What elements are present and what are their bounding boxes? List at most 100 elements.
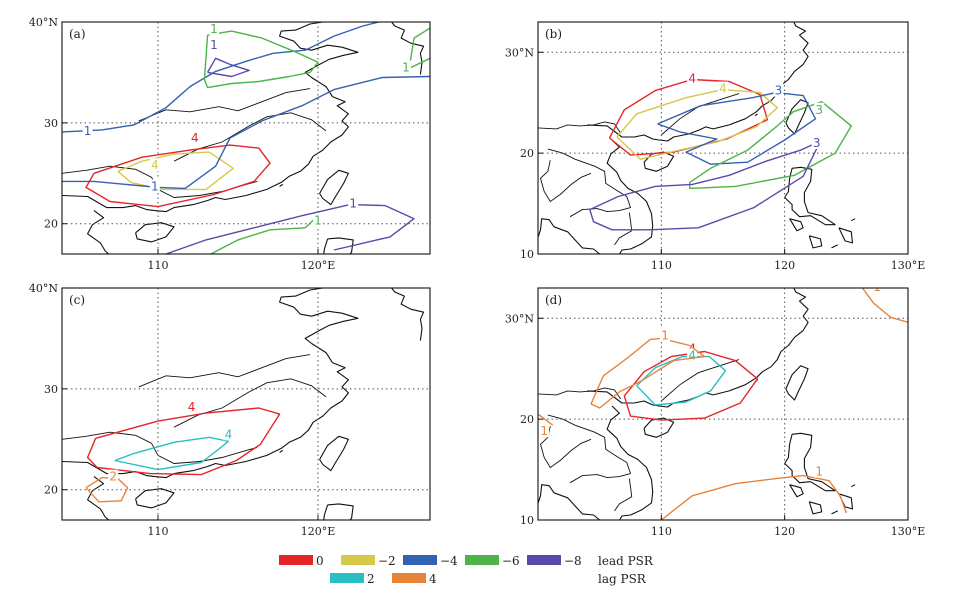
border-line <box>539 426 592 469</box>
contour-lead--8: 3 <box>589 136 822 231</box>
contour-label-bg <box>814 464 825 478</box>
border-line <box>538 387 621 400</box>
legend-item-label: −2 <box>378 554 396 568</box>
coastline <box>279 183 284 187</box>
contour-line <box>114 436 230 471</box>
contour-line <box>590 337 706 409</box>
panel-a: 4 4 1 1 1 1 1 1 1 110 120°E 20 30 40°N (a) <box>29 16 470 319</box>
contour-lag-4: 2 <box>85 469 129 503</box>
coastline <box>784 166 836 226</box>
coastline <box>62 22 359 213</box>
coastline <box>388 298 406 313</box>
panel-label-bg <box>542 292 566 308</box>
coastline <box>851 218 856 222</box>
contour-line <box>210 215 319 254</box>
contour-line <box>62 75 430 190</box>
panel-label: (a) <box>69 27 86 41</box>
coastline <box>808 501 823 515</box>
coastline <box>135 222 175 243</box>
contour-label: 3 <box>775 84 783 98</box>
contour-label: 1 <box>84 124 92 138</box>
contour-lead--4: 3 <box>657 83 817 165</box>
contour-line <box>689 101 852 190</box>
contour-label: 1 <box>151 179 159 193</box>
gridlines <box>538 288 908 520</box>
legend-swatch <box>403 555 437 565</box>
border-line <box>614 212 633 246</box>
contour-label-bg <box>718 81 728 95</box>
contour-label-bg <box>348 196 359 210</box>
y-tick-label: 10 <box>520 248 534 261</box>
coastline <box>877 217 902 264</box>
contour-lead--6: 3 <box>689 101 852 190</box>
contour-lead--6: 1 <box>401 27 430 74</box>
contour-lead--2: 4 <box>117 151 234 191</box>
y-tick-label: 30 <box>44 117 58 130</box>
coastline <box>379 582 387 585</box>
contour-label: 4 <box>688 71 696 85</box>
contour-label-bg <box>149 179 160 193</box>
contour-label: 4 <box>688 342 696 356</box>
legend-item-label: −4 <box>440 554 458 568</box>
contour-lag-4: 1 <box>861 288 908 323</box>
contour-label: 3 <box>815 103 823 117</box>
y-tick-label: 30 <box>44 383 58 396</box>
x-tick-label: 130°E <box>891 525 926 538</box>
contour-label-bg <box>687 71 698 85</box>
panel-label-bg <box>66 292 90 308</box>
panel-label: (c) <box>69 293 85 307</box>
contour-lead--4: 1 <box>62 75 430 193</box>
contour-label: 4 <box>719 82 727 96</box>
legend-swatch <box>279 555 313 565</box>
contour-label: 1 <box>661 328 669 342</box>
contour-label-bg <box>814 102 825 116</box>
border-line <box>547 148 632 218</box>
panel-frame <box>61 21 431 255</box>
contour-lead--6: 1 <box>210 213 323 254</box>
contour-label-bg <box>209 38 219 52</box>
contour-label-bg <box>189 131 200 145</box>
coastline <box>789 484 804 498</box>
contour-lead--8: 1 <box>165 196 415 254</box>
contour-line <box>623 350 759 421</box>
coastline <box>324 289 342 301</box>
panel-label-bg <box>542 26 566 42</box>
contour-label-bg <box>108 469 119 483</box>
coastline <box>851 484 856 488</box>
coastline <box>404 289 409 291</box>
coastline <box>841 0 866 4</box>
legend-item-label: −6 <box>502 554 520 568</box>
contour-lead-0: 4 <box>85 131 271 208</box>
contour-line <box>616 88 778 160</box>
contour-line <box>657 91 817 165</box>
coastline <box>379 316 387 319</box>
legend-row-label: lag PSR <box>598 572 647 586</box>
contour-line <box>86 407 281 476</box>
contour-lag-4: 1 <box>538 413 554 438</box>
gridlines <box>62 22 430 254</box>
coastline <box>538 405 654 520</box>
border-line <box>173 378 327 428</box>
y-tick-label: 20 <box>44 484 58 497</box>
border-line <box>614 478 633 512</box>
contour-label: 1 <box>815 465 823 479</box>
coastlines <box>62 22 470 319</box>
coastline <box>587 22 809 142</box>
contour-label: 4 <box>688 349 696 363</box>
coastline <box>323 503 354 520</box>
contour-line <box>85 144 271 208</box>
contour-label-bg <box>687 348 698 362</box>
y-tick-label: 40°N <box>29 282 58 295</box>
contour-line <box>608 78 769 156</box>
contour-lead-0: 4 <box>608 71 769 156</box>
coastline <box>841 217 866 269</box>
contour-line <box>117 151 234 191</box>
x-tick-label: 120 <box>774 525 795 538</box>
y-tick-label: 20 <box>520 413 534 426</box>
coastline <box>438 22 470 69</box>
contour-label-bg <box>82 123 93 137</box>
coastlines <box>538 217 902 520</box>
contour-lead--6: 1 <box>203 22 319 89</box>
y-tick-label: 30°N <box>505 46 534 59</box>
